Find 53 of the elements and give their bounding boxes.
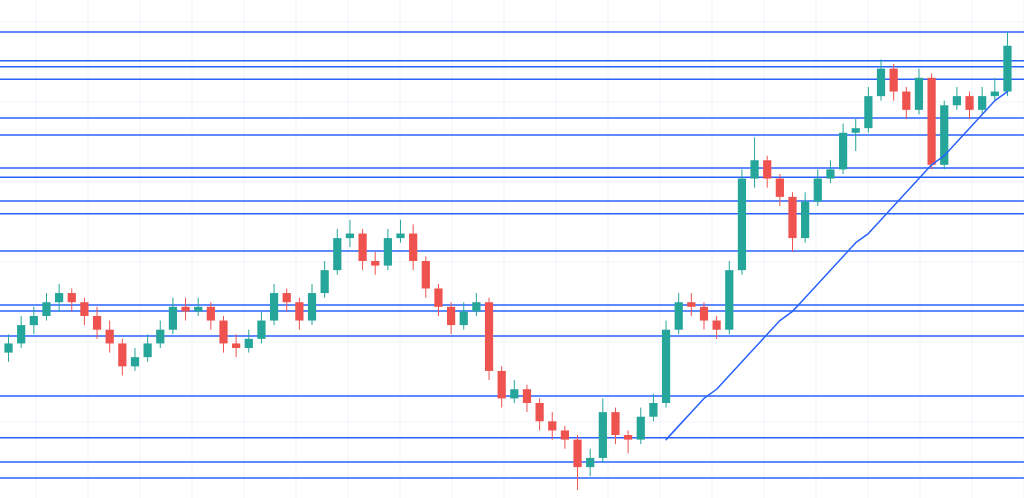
- candlestick: [446, 301, 456, 335]
- candlestick: [649, 393, 658, 422]
- candlestick: [712, 315, 721, 340]
- candlestick: [851, 118, 860, 152]
- candlestick: [813, 168, 822, 207]
- candlestick: [67, 287, 76, 312]
- candlestick: [586, 448, 595, 477]
- candlestick: [434, 283, 443, 317]
- candlestick: [55, 283, 64, 312]
- candlestick: [282, 287, 291, 312]
- candlestick: [522, 384, 532, 413]
- candlestick: [105, 320, 114, 354]
- candlestick: [118, 338, 127, 376]
- candlestick: [232, 333, 241, 358]
- candlestick: [472, 292, 481, 317]
- candlestick: [17, 315, 26, 349]
- candlestick: [320, 260, 329, 299]
- candlestick: [548, 411, 557, 441]
- candlestick: [156, 320, 165, 349]
- candlestick: [965, 91, 974, 120]
- candlestick: [143, 333, 152, 363]
- candlestick: [257, 310, 266, 344]
- candlestick: [219, 315, 228, 354]
- candlestick: [29, 306, 38, 335]
- candlestick: [775, 173, 784, 207]
- candlestick: [624, 429, 633, 454]
- candlestick: [763, 155, 772, 189]
- candlestick: [80, 297, 89, 326]
- candlestick: [206, 301, 215, 331]
- candlestick: [244, 329, 253, 354]
- candlestick: [181, 297, 190, 322]
- candlestick: [889, 63, 898, 102]
- candlestick: [699, 301, 709, 331]
- candlestick: [295, 297, 304, 331]
- candlestick: [687, 292, 696, 317]
- candlestick: [459, 301, 468, 331]
- candlestick: [168, 297, 178, 335]
- candlestick: [4, 333, 13, 363]
- candlestick: [978, 86, 987, 115]
- candlestick: [535, 397, 544, 431]
- candlestick: [611, 407, 620, 445]
- candlestick: [952, 86, 961, 111]
- candlestick: [510, 379, 519, 404]
- candlestick: [636, 407, 645, 445]
- candlestick: [902, 86, 911, 120]
- candlestick: [826, 159, 835, 184]
- candlestick: [560, 425, 570, 450]
- candlestick: [371, 251, 380, 276]
- candlestick: [750, 136, 759, 189]
- candlestick: [130, 347, 140, 372]
- candlestick: [42, 292, 51, 322]
- candlestick: [92, 306, 102, 340]
- candlestick: [396, 219, 405, 244]
